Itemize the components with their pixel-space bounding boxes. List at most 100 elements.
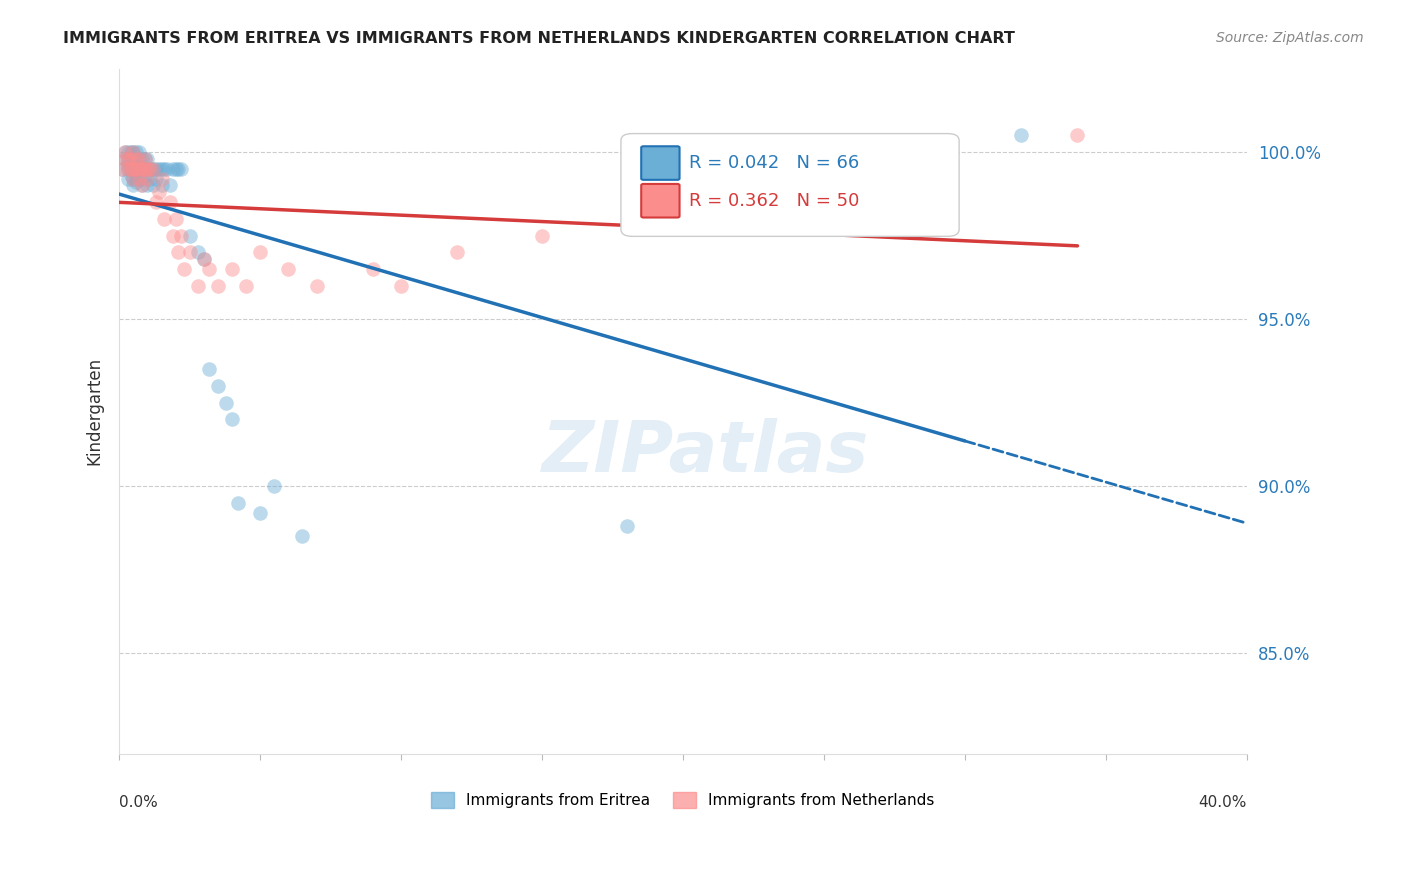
Point xyxy=(111,161,134,176)
Point xyxy=(120,145,142,159)
Point xyxy=(128,152,150,166)
Text: Source: ZipAtlas.com: Source: ZipAtlas.com xyxy=(1216,31,1364,45)
Point xyxy=(616,519,638,533)
Point xyxy=(111,161,134,176)
Point xyxy=(187,278,209,293)
Point xyxy=(153,161,176,176)
Point xyxy=(148,185,170,199)
Point xyxy=(128,171,150,186)
Point xyxy=(249,506,271,520)
Point xyxy=(131,161,153,176)
Point xyxy=(120,161,142,176)
Point xyxy=(167,161,190,176)
Point xyxy=(179,245,201,260)
Point xyxy=(162,161,184,176)
Point xyxy=(117,171,139,186)
Text: R = 0.362   N = 50: R = 0.362 N = 50 xyxy=(689,192,859,210)
Point xyxy=(159,178,181,193)
Point xyxy=(125,145,148,159)
Point xyxy=(162,228,184,243)
Point xyxy=(291,529,314,543)
Point xyxy=(153,211,176,226)
Point xyxy=(120,152,142,166)
Point xyxy=(193,252,215,266)
Point xyxy=(134,152,156,166)
Point xyxy=(114,145,136,159)
Point xyxy=(125,169,148,183)
Point xyxy=(117,161,139,176)
Point xyxy=(128,152,150,166)
Point xyxy=(122,145,145,159)
Point xyxy=(117,158,139,172)
Point xyxy=(897,211,920,226)
Point xyxy=(150,171,173,186)
Point xyxy=(1066,128,1088,143)
Point xyxy=(136,161,159,176)
Point xyxy=(136,161,159,176)
Point xyxy=(136,178,159,193)
Point xyxy=(207,278,229,293)
Point xyxy=(128,145,150,159)
Point xyxy=(139,171,162,186)
Text: 40.0%: 40.0% xyxy=(1198,795,1247,810)
Point xyxy=(1010,128,1032,143)
Point xyxy=(198,362,221,376)
Point xyxy=(215,395,238,409)
Point xyxy=(139,161,162,176)
Point xyxy=(531,228,554,243)
Point xyxy=(672,219,695,233)
Point xyxy=(148,161,170,176)
Point xyxy=(128,171,150,186)
Point xyxy=(145,171,167,186)
Point xyxy=(120,161,142,176)
Point xyxy=(159,195,181,210)
Y-axis label: Kindergarten: Kindergarten xyxy=(86,357,103,465)
Point xyxy=(187,245,209,260)
Point xyxy=(128,161,150,176)
Point xyxy=(114,152,136,166)
Point xyxy=(136,171,159,186)
Point xyxy=(226,496,249,510)
Point xyxy=(156,161,179,176)
Point xyxy=(179,228,201,243)
Point xyxy=(150,178,173,193)
FancyBboxPatch shape xyxy=(641,184,679,218)
Point xyxy=(134,161,156,176)
Point xyxy=(114,145,136,159)
Point xyxy=(122,171,145,186)
Point xyxy=(305,278,328,293)
Point xyxy=(165,211,187,226)
Point xyxy=(173,262,195,277)
Point xyxy=(131,178,153,193)
Point xyxy=(145,161,167,176)
Point xyxy=(117,152,139,166)
Point xyxy=(122,178,145,193)
Point xyxy=(120,152,142,166)
Text: ZIPatlas: ZIPatlas xyxy=(541,417,869,487)
Point xyxy=(117,161,139,176)
Point xyxy=(145,195,167,210)
Point xyxy=(249,245,271,260)
Point xyxy=(446,245,468,260)
Point xyxy=(131,161,153,176)
Point xyxy=(170,161,193,176)
Point xyxy=(150,161,173,176)
Point xyxy=(122,171,145,186)
Point xyxy=(134,169,156,183)
Point xyxy=(120,169,142,183)
Point xyxy=(131,152,153,166)
Point xyxy=(193,252,215,266)
Point xyxy=(134,161,156,176)
Text: R = 0.042   N = 66: R = 0.042 N = 66 xyxy=(689,154,859,172)
Point xyxy=(131,178,153,193)
Point xyxy=(134,152,156,166)
Point xyxy=(277,262,299,277)
Point xyxy=(142,178,165,193)
Text: IMMIGRANTS FROM ERITREA VS IMMIGRANTS FROM NETHERLANDS KINDERGARTEN CORRELATION : IMMIGRANTS FROM ERITREA VS IMMIGRANTS FR… xyxy=(63,31,1015,46)
Point xyxy=(389,278,412,293)
Point xyxy=(125,175,148,189)
Point xyxy=(122,152,145,166)
Point xyxy=(117,152,139,166)
Point xyxy=(221,412,243,426)
Point xyxy=(167,245,190,260)
